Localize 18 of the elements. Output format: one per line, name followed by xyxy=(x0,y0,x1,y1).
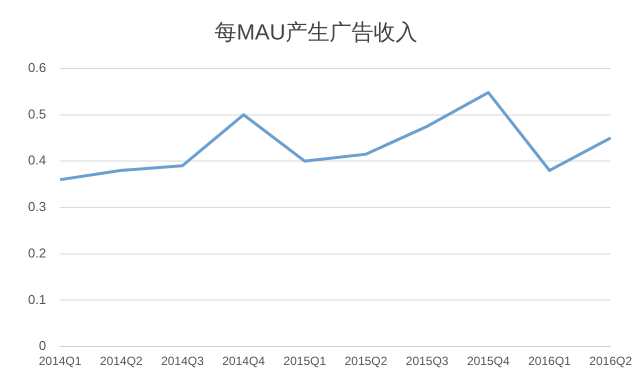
x-tick-label: 2015Q2 xyxy=(344,354,388,368)
x-tick-label: 2016Q2 xyxy=(589,354,632,368)
chart-title: 每MAU产生广告收入 xyxy=(214,19,418,44)
y-tick-label: 0.3 xyxy=(28,199,46,214)
x-tick-label: 2014Q1 xyxy=(38,354,82,368)
y-tick-label: 0 xyxy=(38,338,46,354)
x-tick-label: 2015Q1 xyxy=(283,354,326,368)
x-tick-label: 2014Q3 xyxy=(161,354,204,368)
y-tick-label: 0.5 xyxy=(28,106,46,122)
x-tick-label: 2016Q1 xyxy=(528,354,572,368)
y-tick-label: 0.2 xyxy=(28,245,46,260)
x-tick-label: 2015Q4 xyxy=(466,354,510,368)
x-tick-label: 2015Q3 xyxy=(406,354,449,368)
y-tick-label: 0.4 xyxy=(28,152,46,168)
y-tick-label: 0.6 xyxy=(28,60,46,75)
x-tick-label: 2014Q2 xyxy=(100,354,143,368)
y-tick-label: 0.1 xyxy=(28,292,46,307)
x-tick-label: 2014Q4 xyxy=(222,354,266,368)
